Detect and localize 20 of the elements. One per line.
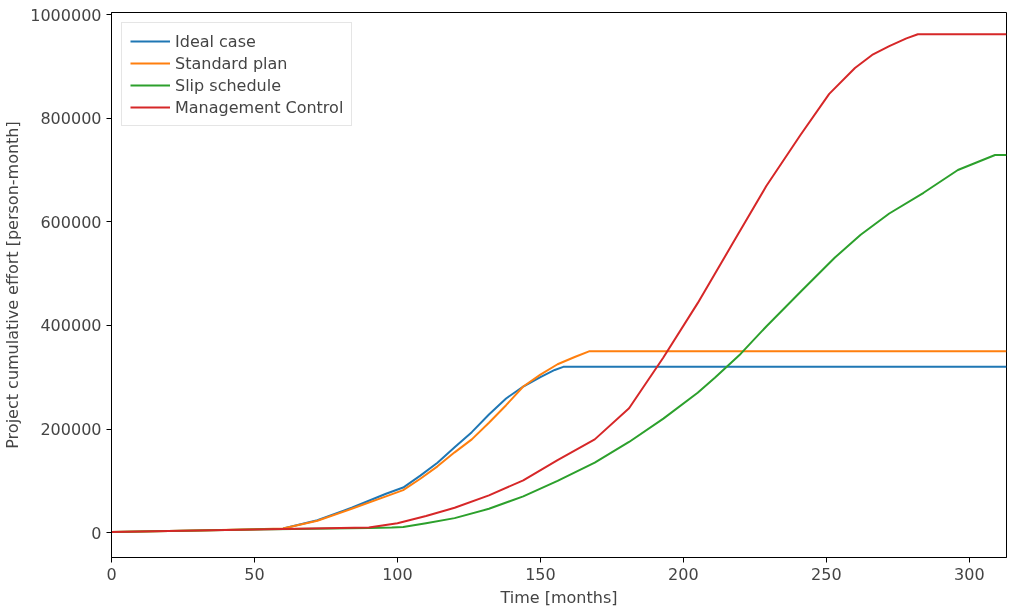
y-tick-label: 200000 [40,420,102,440]
x-tick-label: 200 [668,564,699,584]
y-tick-label: 1000000 [30,5,102,25]
y-tick-label: 800000 [40,109,102,129]
x-tick-label: 300 [954,564,985,584]
y-tick-label: 400000 [40,316,102,336]
x-axis-title: Time [months] [499,587,618,607]
x-tick-label: 150 [525,564,556,584]
y-tick-label: 600000 [40,212,102,232]
line-series [111,33,1007,534]
legend-label: Slip schedule [175,75,281,95]
x-tick-label: 50 [244,564,265,584]
y-tick-label: 0 [91,523,102,543]
legend-label: Management Control [175,97,344,117]
legend-label: Ideal case [175,31,256,51]
x-tick-label: 100 [382,564,413,584]
x-tick-label: 0 [106,564,117,584]
legend-label: Standard plan [175,53,288,73]
y-axis-title: Project cumulative effort [person-month] [3,121,23,449]
x-tick-label: 250 [811,564,842,584]
